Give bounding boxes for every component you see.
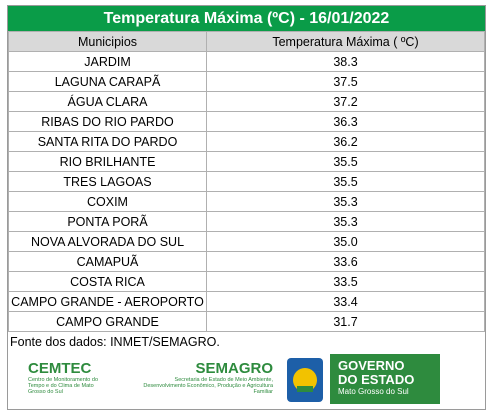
- row: CAMPO GRANDE - AEROPORTO 33.4: [8, 291, 485, 312]
- temperature: 36.3: [206, 111, 485, 132]
- row: SANTA RITA DO PARDO 36.2: [8, 131, 485, 152]
- header-row: Municipios Temperatura Máxima ( ºC): [8, 31, 485, 52]
- municipality: ÁGUA CLARA: [8, 91, 207, 112]
- row: JARDIM 38.3: [8, 51, 485, 72]
- municipality: CAMPO GRANDE - AEROPORTO: [8, 291, 207, 312]
- row: RIBAS DO RIO PARDO 36.3: [8, 111, 485, 132]
- temperature: 33.5: [206, 271, 485, 292]
- row: LAGUNA CARAPÃ 37.5: [8, 71, 485, 92]
- temperature: 33.4: [206, 291, 485, 312]
- municipality: COSTA RICA: [8, 271, 207, 292]
- column-header: Municipios: [8, 31, 207, 52]
- cemtec-logo: CEMTEC Centro de Monitoramento do Tempo …: [28, 360, 148, 395]
- municipality: SANTA RITA DO PARDO: [8, 131, 207, 152]
- row: NOVA ALVORADA DO SUL 35.0: [8, 231, 485, 252]
- temperature: 36.2: [206, 131, 485, 152]
- temperature: 37.5: [206, 71, 485, 92]
- logo-line: GOVERNO: [338, 358, 405, 373]
- municipality: JARDIM: [8, 51, 207, 72]
- municipality: RIO BRILHANTE: [8, 151, 207, 172]
- municipality: TRES LAGOAS: [8, 171, 207, 192]
- logo-name: CEMTEC: [28, 360, 92, 377]
- row: PONTA PORÃ 35.3: [8, 211, 485, 232]
- row: COXIM 35.3: [8, 191, 485, 212]
- temperature: 35.3: [206, 191, 485, 212]
- logo-line: DO ESTADO: [338, 372, 415, 387]
- row: CAMAPUÃ 33.6: [8, 251, 485, 272]
- governo-logo: GOVERNO DO ESTADO Mato Grosso do Sul: [330, 354, 440, 404]
- logo-name: SEMAGRO: [195, 360, 273, 377]
- row: TRES LAGOAS 35.5: [8, 171, 485, 192]
- column-header: Temperatura Máxima ( ºC): [206, 31, 485, 52]
- municipality: COXIM: [8, 191, 207, 212]
- source: Fonte dos dados: INMET/SEMAGRO.: [10, 335, 220, 349]
- emblem: [287, 358, 323, 402]
- municipality: NOVA ALVORADA DO SUL: [8, 231, 207, 252]
- temperature: 35.0: [206, 231, 485, 252]
- row: ÁGUA CLARA 37.2: [8, 91, 485, 112]
- municipality: LAGUNA CARAPÃ: [8, 71, 207, 92]
- municipality: CAMAPUÃ: [8, 251, 207, 272]
- row: RIO BRILHANTE 35.5: [8, 151, 485, 172]
- row: CAMPO GRANDE 31.7: [8, 311, 485, 332]
- temperature: 33.6: [206, 251, 485, 272]
- temperature: 35.3: [206, 211, 485, 232]
- logo-line: Mato Grosso do Sul: [338, 387, 409, 396]
- row: COSTA RICA 33.5: [8, 271, 485, 292]
- temperature: 35.5: [206, 171, 485, 192]
- temperature: 31.7: [206, 311, 485, 332]
- temperature: 37.2: [206, 91, 485, 112]
- title: Temperatura Máxima (ºC) - 16/01/2022: [8, 6, 485, 31]
- semagro-logo: SEMAGRO Secretaria de Estado de Meio Amb…: [143, 360, 273, 395]
- municipality: RIBAS DO RIO PARDO: [8, 111, 207, 132]
- municipality: CAMPO GRANDE: [8, 311, 207, 332]
- report: Temperatura Máxima (ºC) - 16/01/2022 Mun…: [7, 5, 486, 410]
- logo-subtitle: Secretaria de Estado de Meio Ambiente, D…: [143, 377, 273, 395]
- table: Municipios Temperatura Máxima ( ºC) JARD…: [8, 31, 485, 332]
- municipality: PONTA PORÃ: [8, 211, 207, 232]
- logos: CEMTEC Centro de Monitoramento do Tempo …: [8, 352, 485, 408]
- logo-subtitle: Centro de Monitoramento do Tempo e do Cl…: [28, 377, 99, 395]
- temperature: 35.5: [206, 151, 485, 172]
- temperature: 38.3: [206, 51, 485, 72]
